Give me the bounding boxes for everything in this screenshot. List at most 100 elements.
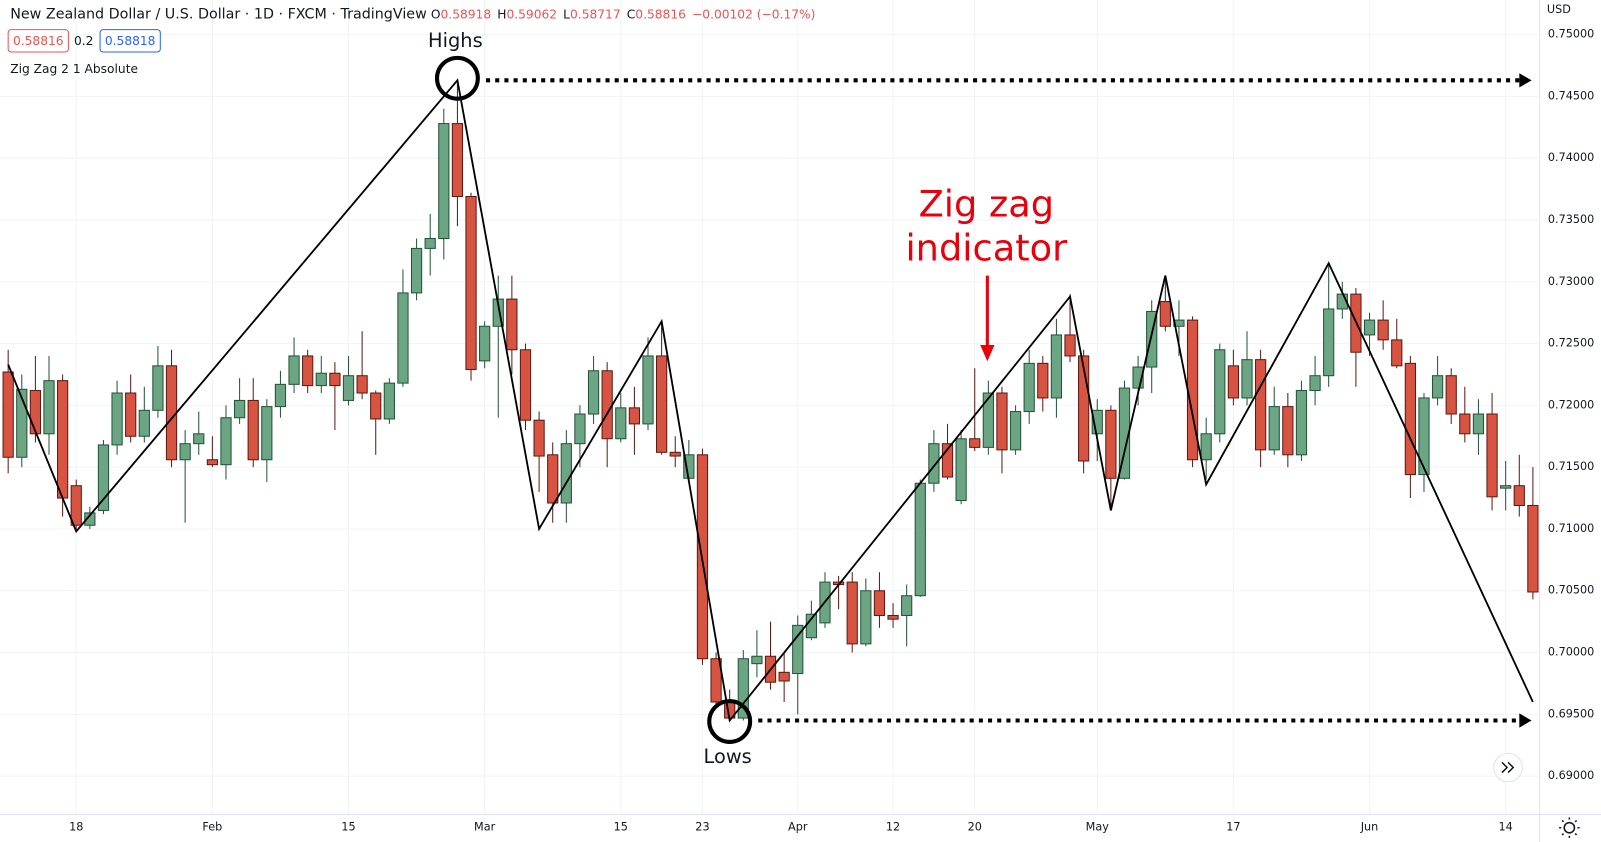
candle-body bbox=[737, 658, 749, 719]
candle-body bbox=[247, 399, 259, 461]
candle-body bbox=[642, 355, 654, 425]
candle-body bbox=[97, 444, 110, 511]
candle-body bbox=[547, 454, 559, 504]
candle-body bbox=[438, 123, 450, 240]
buy-button[interactable] bbox=[99, 29, 161, 53]
candle-body bbox=[533, 419, 545, 457]
candle-body bbox=[465, 195, 477, 371]
candle-body bbox=[969, 438, 981, 448]
candle-body bbox=[111, 392, 123, 446]
candle-body bbox=[1186, 319, 1199, 461]
x-tick-label: 18 bbox=[69, 821, 83, 834]
ohlc-value: 0.59062 bbox=[506, 7, 557, 21]
candle-body bbox=[370, 392, 382, 420]
candle-body bbox=[792, 624, 804, 675]
ohlc-key: C bbox=[627, 7, 636, 21]
y-tick-label: 0.72500 bbox=[1548, 337, 1594, 350]
candle-body bbox=[615, 407, 627, 440]
ohlc-key: L bbox=[563, 7, 570, 21]
candle-body bbox=[57, 380, 69, 499]
candle-body bbox=[383, 382, 395, 420]
x-tick-label: 14 bbox=[1499, 821, 1513, 834]
candle-body bbox=[206, 459, 218, 466]
sell-button[interactable] bbox=[7, 29, 69, 53]
x-tick-label: 15 bbox=[614, 821, 628, 834]
x-tick-label: Feb bbox=[202, 821, 222, 834]
candle-body bbox=[397, 292, 409, 384]
candle-body bbox=[1404, 362, 1416, 476]
candle-body bbox=[329, 372, 341, 387]
candle-body bbox=[1282, 406, 1294, 456]
y-tick-label: 0.70000 bbox=[1548, 646, 1594, 659]
candle-body bbox=[941, 443, 954, 478]
candle-body bbox=[138, 409, 150, 437]
chart-title: New Zealand Dollar / U.S. Dollar · 1D · … bbox=[10, 6, 427, 22]
candle-body bbox=[1132, 366, 1144, 389]
candle-body bbox=[628, 407, 641, 425]
candle-body bbox=[1309, 375, 1321, 392]
candle-body bbox=[1214, 349, 1226, 435]
candle-body bbox=[601, 370, 613, 440]
candle-body bbox=[1513, 485, 1525, 506]
candle-body bbox=[220, 417, 232, 466]
indicator-arrowhead bbox=[980, 344, 995, 362]
x-tick-label: Jun bbox=[1360, 821, 1379, 834]
candle-body bbox=[587, 370, 600, 415]
candle-body bbox=[410, 247, 423, 294]
level-arrowhead bbox=[1519, 73, 1532, 88]
x-tick-label: Apr bbox=[788, 821, 808, 834]
ohlc-key: O bbox=[431, 7, 441, 21]
candle-body bbox=[1418, 397, 1430, 476]
candle-body bbox=[479, 325, 491, 362]
candle-body bbox=[955, 438, 967, 502]
ohlc-value: 0.58816 bbox=[635, 7, 686, 21]
sell-price[interactable]: 0.58816 bbox=[13, 34, 64, 48]
candle-body bbox=[751, 655, 763, 665]
candle-body bbox=[1363, 319, 1376, 336]
x-tick-label: 12 bbox=[886, 821, 900, 834]
highlight-circle bbox=[707, 699, 753, 744]
ohlc-value: 0.58717 bbox=[570, 7, 621, 21]
candle-body bbox=[1527, 504, 1539, 593]
candle-body bbox=[356, 375, 368, 394]
candle-body bbox=[1023, 362, 1035, 413]
indicator-legend: Zig Zag 2 1 Absolute bbox=[10, 62, 138, 76]
currency-label[interactable]: USD bbox=[1547, 3, 1571, 16]
y-tick-label: 0.69500 bbox=[1548, 707, 1594, 720]
candle-body bbox=[2, 371, 14, 458]
buy-price[interactable]: 0.58818 bbox=[105, 34, 156, 48]
candle-body bbox=[193, 433, 205, 445]
y-tick-label: 0.73000 bbox=[1548, 275, 1594, 288]
candle-body bbox=[1391, 339, 1403, 367]
annotation: Lows bbox=[704, 745, 752, 768]
candle-body bbox=[1255, 359, 1267, 451]
candle-body bbox=[16, 388, 28, 458]
candle-body bbox=[1268, 406, 1280, 451]
candle-body bbox=[996, 392, 1008, 451]
candle-body bbox=[669, 451, 681, 457]
settings-icon[interactable] bbox=[1563, 821, 1576, 834]
candle-body bbox=[1500, 485, 1512, 489]
candle-body bbox=[1064, 334, 1076, 357]
y-tick-label: 0.70500 bbox=[1548, 584, 1594, 597]
candle-body bbox=[1146, 310, 1158, 368]
ohlc-key: H bbox=[497, 7, 506, 21]
candle-body bbox=[656, 355, 668, 453]
zigzag-line bbox=[7, 78, 1534, 723]
candle-body bbox=[982, 392, 994, 448]
candle-body bbox=[1009, 411, 1022, 451]
candle-body bbox=[1037, 362, 1049, 399]
candle-body bbox=[1459, 413, 1471, 435]
x-tick-label: 17 bbox=[1226, 821, 1240, 834]
x-tick-label: May bbox=[1086, 821, 1110, 834]
candle-body bbox=[710, 658, 722, 703]
x-tick-label: 20 bbox=[968, 821, 982, 834]
candle-body bbox=[43, 380, 55, 435]
y-tick-label: 0.73500 bbox=[1548, 213, 1594, 226]
y-tick-label: 0.74500 bbox=[1548, 89, 1594, 102]
ohlc-value: 0.58918 bbox=[441, 7, 492, 21]
candle-body bbox=[1050, 334, 1063, 399]
level-arrowhead bbox=[1519, 713, 1532, 728]
candle-body bbox=[70, 485, 82, 526]
